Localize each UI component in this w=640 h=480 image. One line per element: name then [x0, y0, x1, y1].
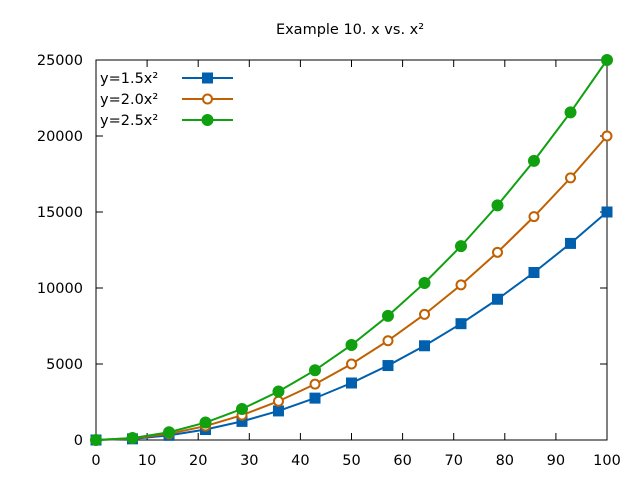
x-tick-label: 50: [342, 453, 360, 469]
data-point: [528, 266, 540, 278]
data-point: [345, 339, 358, 351]
data-point: [565, 172, 577, 184]
data-point: [382, 335, 394, 347]
data-point: [272, 385, 285, 398]
data-point: [528, 211, 540, 223]
y-tick-label: 15000: [37, 205, 83, 221]
series-layer: [90, 54, 613, 446]
x-tick-label: 20: [189, 453, 207, 469]
x-tick-label: 40: [291, 453, 309, 469]
x-tick-label: 60: [393, 453, 411, 469]
data-point: [491, 293, 503, 305]
data-point: [309, 378, 321, 390]
legend-label: y=1.5x²: [100, 71, 158, 87]
data-point: [126, 432, 139, 445]
chart-title: Example 10. x vs. x²: [276, 22, 424, 38]
series-line: [95, 211, 608, 441]
x-tick-label: 10: [138, 453, 156, 469]
legend-entry: y=1.5x²: [100, 71, 233, 87]
legend-entry: y=2.5x²: [100, 113, 233, 129]
legend-marker: [202, 72, 213, 84]
legend: y=1.5x² y=2.0x² y=2.5x²: [100, 71, 233, 129]
data-point: [418, 276, 431, 289]
x-tick-label: 70: [444, 453, 462, 469]
y-tick-label: 0: [74, 433, 83, 449]
y-tick-label: 10000: [37, 281, 83, 297]
data-point: [419, 308, 431, 320]
x-tick-label: 80: [496, 453, 514, 469]
legend-label: y=2.0x²: [100, 92, 158, 108]
series-1: [90, 206, 613, 446]
series-3: [90, 54, 613, 446]
y-tick-label: 25000: [37, 53, 83, 69]
axes: 0 10 20 30 40 50 60 70 80 90 100 0 5000 10000 15000 200…: [37, 53, 621, 469]
data-point: [382, 360, 394, 372]
series-line: [95, 135, 608, 441]
data-point: [199, 416, 212, 429]
legend-entry: y=2.0x²: [100, 92, 233, 108]
data-point: [419, 340, 431, 352]
data-point: [346, 377, 357, 389]
x-tick-label: 0: [91, 453, 100, 469]
data-point: [309, 392, 321, 404]
data-point: [272, 395, 284, 407]
legend-label: y=2.5x²: [100, 113, 158, 129]
data-point: [455, 279, 467, 291]
data-point: [601, 54, 613, 66]
data-point: [163, 426, 176, 439]
legend-marker: [202, 93, 213, 105]
data-point: [455, 318, 467, 330]
data-point: [309, 364, 322, 377]
data-point: [346, 358, 357, 370]
data-point: [381, 309, 394, 322]
data-point: [565, 237, 577, 249]
data-point: [601, 130, 613, 142]
data-point: [601, 206, 613, 218]
series-2: [90, 130, 613, 446]
data-point: [491, 246, 503, 258]
data-point: [272, 405, 284, 417]
data-point: [491, 199, 504, 212]
y-tick-label: 20000: [37, 129, 83, 145]
x-tick-label: 90: [547, 453, 565, 469]
x-tick-label: 100: [593, 453, 621, 469]
data-point: [527, 154, 540, 167]
data-point: [235, 402, 248, 415]
data-point: [90, 434, 102, 446]
legend-marker: [201, 114, 214, 126]
data-point: [455, 240, 468, 253]
data-point: [564, 106, 577, 119]
y-tick-label: 5000: [46, 357, 83, 373]
x-tick-label: 30: [240, 453, 258, 469]
